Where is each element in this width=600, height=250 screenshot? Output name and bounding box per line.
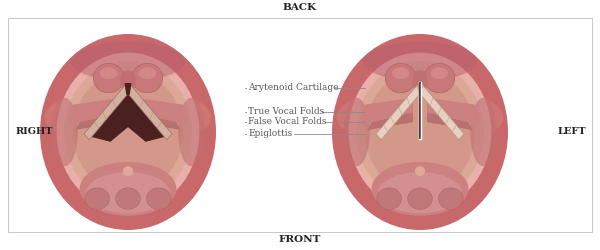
Ellipse shape bbox=[365, 71, 475, 193]
Text: FRONT: FRONT bbox=[279, 236, 321, 244]
Text: True Vocal Folds: True Vocal Folds bbox=[248, 108, 324, 116]
Ellipse shape bbox=[392, 67, 409, 79]
Polygon shape bbox=[376, 85, 419, 140]
Ellipse shape bbox=[86, 172, 170, 213]
Ellipse shape bbox=[100, 67, 118, 79]
Text: BACK: BACK bbox=[283, 4, 317, 13]
Text: Epiglottis: Epiglottis bbox=[248, 130, 292, 138]
Polygon shape bbox=[360, 98, 413, 127]
Ellipse shape bbox=[356, 61, 484, 203]
Ellipse shape bbox=[120, 70, 136, 92]
Ellipse shape bbox=[407, 188, 433, 210]
Ellipse shape bbox=[415, 166, 425, 176]
Polygon shape bbox=[84, 85, 127, 140]
Ellipse shape bbox=[80, 162, 176, 216]
Ellipse shape bbox=[424, 64, 455, 93]
Ellipse shape bbox=[146, 188, 171, 210]
Ellipse shape bbox=[385, 64, 416, 93]
Polygon shape bbox=[68, 98, 121, 127]
Ellipse shape bbox=[332, 34, 508, 230]
Ellipse shape bbox=[431, 67, 448, 79]
Ellipse shape bbox=[52, 98, 78, 166]
Ellipse shape bbox=[40, 34, 216, 230]
Ellipse shape bbox=[71, 42, 185, 81]
Ellipse shape bbox=[64, 61, 192, 203]
Ellipse shape bbox=[349, 52, 491, 212]
Polygon shape bbox=[427, 112, 473, 130]
Polygon shape bbox=[427, 98, 480, 127]
Ellipse shape bbox=[93, 64, 124, 93]
Ellipse shape bbox=[439, 188, 463, 210]
Polygon shape bbox=[421, 85, 464, 140]
Ellipse shape bbox=[132, 64, 163, 93]
Polygon shape bbox=[88, 85, 169, 142]
Ellipse shape bbox=[139, 67, 156, 79]
Polygon shape bbox=[129, 85, 172, 140]
Polygon shape bbox=[135, 112, 181, 130]
Ellipse shape bbox=[371, 162, 469, 216]
Ellipse shape bbox=[57, 52, 199, 212]
Bar bbox=[8, 18, 592, 232]
Ellipse shape bbox=[337, 88, 503, 147]
Text: False Vocal Folds: False Vocal Folds bbox=[248, 118, 326, 126]
Ellipse shape bbox=[470, 98, 497, 166]
Ellipse shape bbox=[178, 98, 205, 166]
Polygon shape bbox=[75, 112, 121, 130]
Polygon shape bbox=[135, 98, 188, 127]
Ellipse shape bbox=[85, 188, 110, 210]
Ellipse shape bbox=[343, 98, 370, 166]
Polygon shape bbox=[124, 83, 131, 95]
Polygon shape bbox=[367, 112, 413, 130]
Ellipse shape bbox=[44, 88, 212, 147]
Text: RIGHT: RIGHT bbox=[16, 128, 53, 136]
Ellipse shape bbox=[377, 188, 401, 210]
Ellipse shape bbox=[363, 42, 477, 81]
Ellipse shape bbox=[116, 188, 140, 210]
Ellipse shape bbox=[412, 70, 428, 92]
Text: LEFT: LEFT bbox=[557, 128, 586, 136]
Text: Arytenoid Cartilage: Arytenoid Cartilage bbox=[248, 84, 338, 92]
Ellipse shape bbox=[378, 172, 462, 213]
Ellipse shape bbox=[73, 71, 183, 193]
Ellipse shape bbox=[123, 166, 133, 176]
